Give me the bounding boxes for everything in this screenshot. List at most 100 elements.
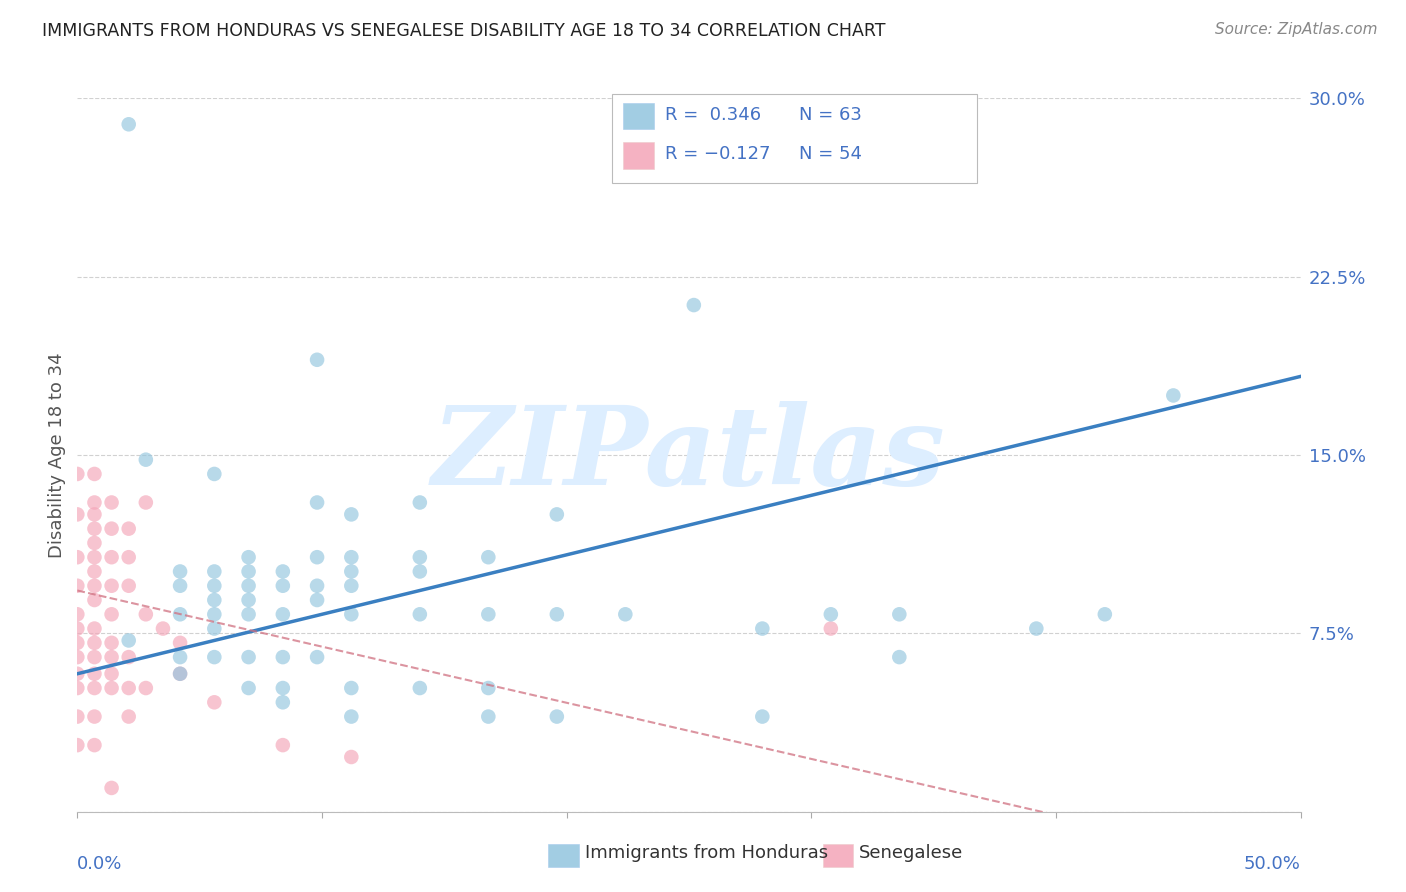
Point: [751, 709, 773, 723]
Text: R =  0.346: R = 0.346: [665, 106, 761, 124]
Point: [66, 467, 89, 481]
Point: [83, 738, 105, 752]
Y-axis label: Disability Age 18 to 34: Disability Age 18 to 34: [48, 352, 66, 558]
Point: [118, 681, 141, 695]
Point: [238, 593, 260, 607]
Point: [169, 607, 191, 622]
Point: [820, 607, 842, 622]
Point: [307, 650, 329, 665]
Point: [202, 579, 225, 593]
Point: [409, 565, 432, 579]
Point: [100, 650, 122, 665]
Point: [135, 452, 157, 467]
Point: [477, 709, 499, 723]
Point: [83, 467, 105, 481]
Point: [135, 495, 157, 509]
Point: [83, 508, 105, 522]
Point: [409, 495, 432, 509]
Point: [340, 508, 363, 522]
Point: [100, 550, 122, 565]
Point: [409, 681, 432, 695]
Point: [83, 622, 105, 636]
Point: [66, 579, 89, 593]
Point: [751, 622, 773, 636]
Point: [100, 522, 122, 536]
Point: [202, 650, 225, 665]
Point: [135, 681, 157, 695]
Point: [682, 298, 704, 312]
Point: [169, 666, 191, 681]
Point: [202, 565, 225, 579]
Point: [238, 650, 260, 665]
Point: [66, 607, 89, 622]
Point: [83, 565, 105, 579]
Point: [100, 607, 122, 622]
Point: [271, 681, 294, 695]
Point: [83, 495, 105, 509]
Point: [83, 636, 105, 650]
Point: [202, 622, 225, 636]
Point: [118, 579, 141, 593]
Point: [202, 467, 225, 481]
Point: [1094, 607, 1116, 622]
Point: [307, 550, 329, 565]
Text: N = 54: N = 54: [799, 145, 862, 163]
Point: [66, 622, 89, 636]
Point: [340, 750, 363, 764]
Point: [340, 579, 363, 593]
Point: [477, 550, 499, 565]
Point: [546, 508, 568, 522]
Point: [118, 550, 141, 565]
Point: [100, 579, 122, 593]
Point: [238, 565, 260, 579]
Point: [202, 695, 225, 709]
Point: [820, 622, 842, 636]
Point: [66, 636, 89, 650]
Point: [83, 709, 105, 723]
Point: [66, 738, 89, 752]
Point: [169, 636, 191, 650]
Point: [307, 579, 329, 593]
Point: [238, 607, 260, 622]
Point: [546, 607, 568, 622]
Text: ZIPatlas: ZIPatlas: [432, 401, 946, 508]
Text: Immigrants from Honduras: Immigrants from Honduras: [585, 844, 828, 862]
Point: [135, 607, 157, 622]
Text: N = 63: N = 63: [799, 106, 862, 124]
Point: [889, 607, 911, 622]
Point: [83, 666, 105, 681]
Point: [83, 650, 105, 665]
Point: [614, 607, 637, 622]
Point: [118, 650, 141, 665]
Text: 50.0%: 50.0%: [1244, 855, 1301, 872]
Point: [100, 681, 122, 695]
Point: [83, 550, 105, 565]
Point: [100, 780, 122, 795]
Point: [83, 593, 105, 607]
Point: [66, 550, 89, 565]
Point: [477, 681, 499, 695]
Point: [202, 593, 225, 607]
Point: [118, 633, 141, 648]
Point: [83, 681, 105, 695]
Point: [66, 650, 89, 665]
Point: [477, 607, 499, 622]
Point: [546, 709, 568, 723]
Point: [83, 536, 105, 550]
Point: [271, 738, 294, 752]
Point: [238, 579, 260, 593]
Point: [238, 681, 260, 695]
Point: [118, 522, 141, 536]
Point: [118, 709, 141, 723]
Point: [340, 565, 363, 579]
Point: [169, 666, 191, 681]
Point: [271, 565, 294, 579]
Point: [1163, 388, 1185, 402]
Point: [100, 495, 122, 509]
Point: [83, 522, 105, 536]
Text: IMMIGRANTS FROM HONDURAS VS SENEGALESE DISABILITY AGE 18 TO 34 CORRELATION CHART: IMMIGRANTS FROM HONDURAS VS SENEGALESE D…: [42, 22, 886, 40]
Point: [202, 607, 225, 622]
Point: [169, 650, 191, 665]
Point: [83, 579, 105, 593]
Point: [271, 650, 294, 665]
